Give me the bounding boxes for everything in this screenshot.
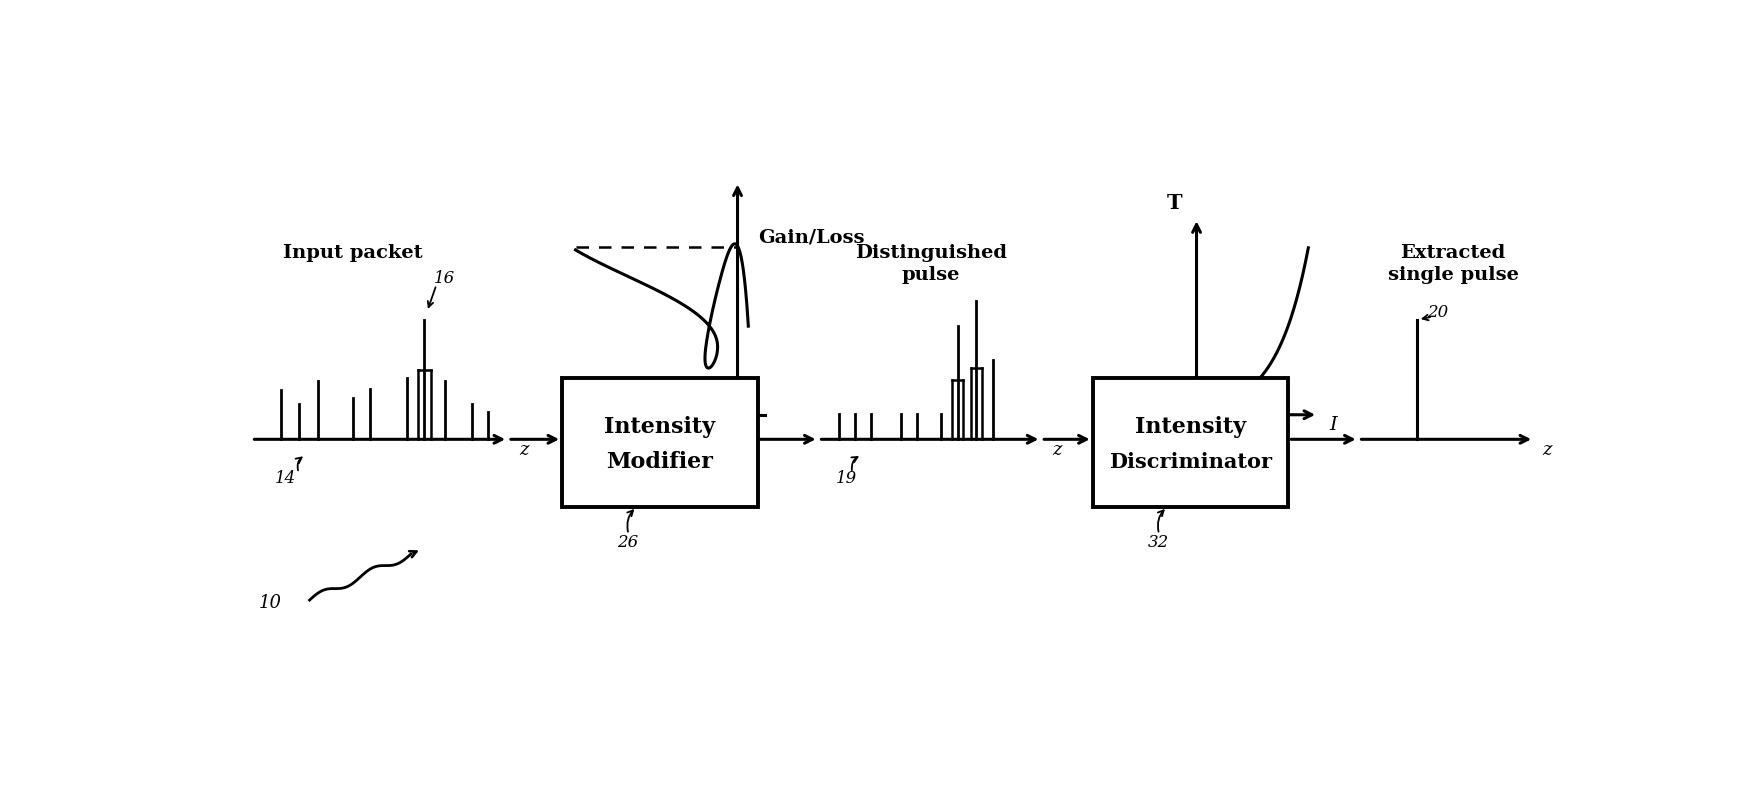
Text: 14: 14 bbox=[275, 470, 296, 488]
Text: Intensity: Intensity bbox=[1134, 416, 1246, 438]
Text: time: time bbox=[624, 449, 669, 467]
Text: single pulse: single pulse bbox=[1388, 265, 1519, 284]
Text: z: z bbox=[1542, 441, 1552, 458]
Text: Extracted: Extracted bbox=[1401, 244, 1505, 262]
FancyBboxPatch shape bbox=[1092, 378, 1289, 507]
Text: 19: 19 bbox=[836, 470, 857, 488]
Text: 32: 32 bbox=[1148, 534, 1169, 551]
Text: Gain/Loss: Gain/Loss bbox=[758, 229, 864, 246]
Text: 26: 26 bbox=[617, 534, 638, 551]
Text: 20: 20 bbox=[1427, 304, 1449, 320]
Text: pulse: pulse bbox=[901, 265, 960, 284]
Text: Distinguished: Distinguished bbox=[855, 244, 1007, 262]
Text: T: T bbox=[1167, 193, 1183, 213]
Text: Input packet: Input packet bbox=[282, 244, 423, 262]
Text: 10: 10 bbox=[258, 594, 280, 612]
FancyBboxPatch shape bbox=[563, 378, 758, 507]
Text: Discriminator: Discriminator bbox=[1110, 452, 1272, 472]
Text: Modifier: Modifier bbox=[606, 451, 712, 473]
Text: z: z bbox=[519, 441, 528, 458]
Text: Intensity: Intensity bbox=[604, 416, 716, 438]
Text: I: I bbox=[1329, 416, 1336, 434]
Text: 16: 16 bbox=[434, 270, 455, 287]
Text: z: z bbox=[1052, 441, 1061, 458]
